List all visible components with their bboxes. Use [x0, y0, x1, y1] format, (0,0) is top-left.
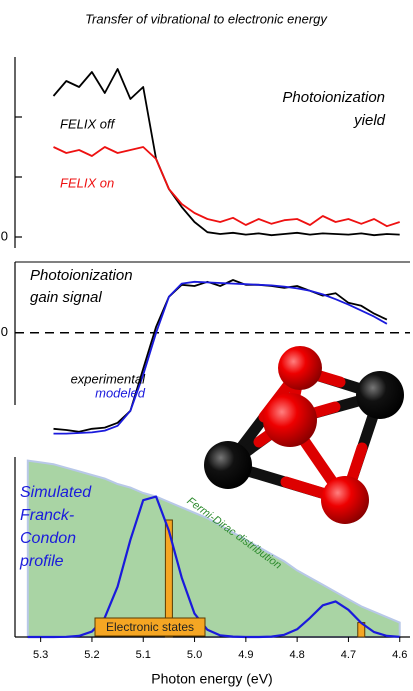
annotation: gain signal	[30, 289, 102, 306]
x-tick-label: 4.9	[238, 649, 253, 661]
x-tick-label: 4.8	[289, 649, 304, 661]
x-tick-label: 5.3	[33, 649, 48, 661]
figure-title: Transfer of vibrational to electronic en…	[85, 11, 328, 26]
series-label: profile	[19, 553, 64, 570]
y-tick-label: 0	[1, 228, 8, 243]
x-tick-label: 4.7	[341, 649, 356, 661]
molecule	[204, 346, 404, 524]
legend-label: experimental	[71, 371, 147, 386]
annotation: Photoionization	[282, 89, 385, 106]
figure: Transfer of vibrational to electronic en…	[0, 0, 413, 691]
x-tick-label: 4.6	[392, 649, 407, 661]
legend-label: FELIX on	[60, 175, 114, 190]
bars-label: Electronic states	[106, 620, 194, 634]
legend-label: modeled	[95, 385, 146, 400]
x-tick-label: 5.2	[84, 649, 99, 661]
annotation: yield	[353, 112, 386, 129]
x-tick-label: 5.1	[136, 649, 151, 661]
annotation: Photoionization	[30, 267, 133, 284]
series-label: Franck-	[20, 507, 74, 524]
series-label: Simulated	[20, 484, 92, 501]
legend-label: FELIX off	[60, 116, 116, 131]
x-tick-label: 5.0	[187, 649, 202, 661]
series-label: Condon	[20, 530, 76, 547]
x-axis-label: Photon energy (eV)	[151, 671, 272, 687]
y-tick-label: 0	[1, 324, 8, 339]
